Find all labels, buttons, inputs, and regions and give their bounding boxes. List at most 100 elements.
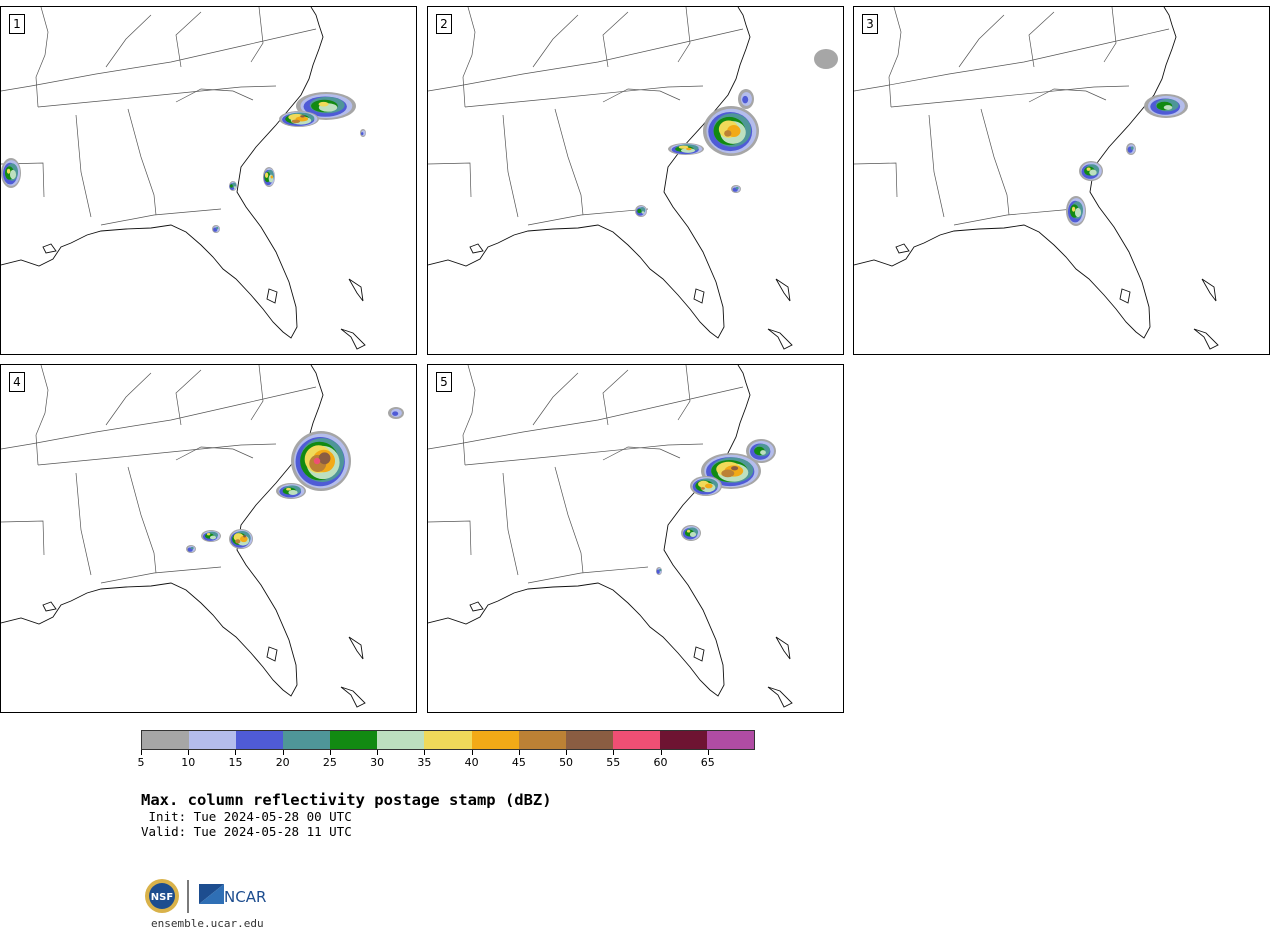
colorbar-swatch <box>189 731 237 749</box>
colorbar-tick-label: 60 <box>653 756 668 769</box>
colorbar-tick-label: 15 <box>228 756 243 769</box>
reflectivity-contour <box>1163 105 1173 110</box>
coastline <box>469 243 484 254</box>
reflectivity-contour <box>814 49 838 69</box>
colorbar-swatch <box>142 731 190 749</box>
colorbar-ticks: 5 10 15 20 25 30 35 40 45 50 55 60 65 <box>137 750 755 770</box>
coastline <box>767 328 793 350</box>
reflectivity-contour <box>704 483 713 489</box>
colorbar-tick-label: 30 <box>370 756 385 769</box>
state-border <box>1 28 317 92</box>
colorbar-tick-label: 25 <box>322 756 337 769</box>
map-5 <box>428 365 793 708</box>
state-border <box>602 11 629 68</box>
colorbar-tick-label: 50 <box>559 756 574 769</box>
map-panel-2: 2 <box>427 6 844 355</box>
state-border <box>462 7 476 108</box>
reflectivity-contour <box>1071 206 1076 212</box>
state-border <box>677 7 691 63</box>
colorbar-tick-label: 55 <box>606 756 621 769</box>
website-url: ensemble.ucar.edu <box>151 917 264 930</box>
colorbar-tick <box>471 750 473 755</box>
state-border <box>1103 7 1117 63</box>
state-border <box>75 472 92 576</box>
colorbar-tick-label: 10 <box>181 756 196 769</box>
reflectivity-contour <box>318 452 331 465</box>
colorbar-tick-label: 40 <box>464 756 479 769</box>
reflectivity-contour <box>216 226 219 230</box>
reflectivity-contour <box>1130 146 1134 150</box>
reflectivity-contour <box>680 148 696 153</box>
reflectivity-contour <box>240 535 248 543</box>
coastline <box>266 288 278 304</box>
colorbar-tick <box>329 750 331 755</box>
state-border <box>1 520 45 556</box>
coastline <box>348 636 364 660</box>
coastline <box>428 365 751 697</box>
state-border <box>105 372 152 426</box>
coastline <box>895 243 910 254</box>
coastline <box>42 243 57 254</box>
ncar-logo-text: NCAR <box>224 888 266 906</box>
reflectivity-contour <box>206 533 211 536</box>
state-border <box>890 85 1130 108</box>
coastline <box>340 328 366 350</box>
state-border <box>1 386 317 450</box>
reflectivity-contour <box>264 172 269 178</box>
map-panel-5: 5 <box>427 364 844 713</box>
coastline <box>775 636 791 660</box>
reflectivity-contour <box>731 466 739 471</box>
state-border <box>428 162 472 198</box>
reflectivity-colorbar <box>141 730 755 750</box>
coastline <box>42 601 57 612</box>
reflectivity-contour <box>641 211 645 214</box>
colorbar-tick <box>518 750 520 755</box>
panel-number: 3 <box>862 14 878 34</box>
colorbar-swatch <box>471 731 519 749</box>
state-border <box>602 88 681 103</box>
reflectivity-contour <box>209 535 217 540</box>
state-border <box>35 365 49 466</box>
reflectivity-contour <box>659 568 662 572</box>
colorbar-tick <box>235 750 237 755</box>
reflectivity-contour <box>721 469 735 478</box>
state-border <box>554 466 584 574</box>
panel-number: 1 <box>9 14 25 34</box>
colorbar-tick <box>707 750 709 755</box>
state-border <box>502 472 519 576</box>
reflectivity-contour <box>1074 207 1082 218</box>
reflectivity-contour <box>686 147 692 151</box>
reflectivity-contour <box>235 539 241 544</box>
reflectivity-contour <box>291 119 301 124</box>
colorbar-swatch <box>283 731 331 749</box>
map-1 <box>1 7 366 350</box>
coastline <box>775 278 791 302</box>
state-border <box>677 365 691 421</box>
colorbar-swatch <box>612 731 660 749</box>
colorbar-tick-label: 65 <box>700 756 715 769</box>
coastline <box>340 686 366 708</box>
nsf-logo: NSF <box>145 879 179 913</box>
reflectivity-contour <box>678 145 689 149</box>
reflectivity-contour <box>392 411 399 416</box>
state-border <box>1028 88 1107 103</box>
map-3 <box>854 7 1219 350</box>
state-border <box>100 566 222 584</box>
colorbar-tick <box>613 750 615 755</box>
state-border <box>502 114 519 218</box>
panel-number: 4 <box>9 372 25 392</box>
colorbar-tick-label: 35 <box>417 756 432 769</box>
reflectivity-contour <box>313 457 321 465</box>
state-border <box>958 14 1005 68</box>
coastline <box>1 365 324 697</box>
colorbar-tick-label: 5 <box>137 756 145 769</box>
state-border <box>175 88 254 103</box>
coastline <box>854 7 1177 339</box>
state-border <box>854 162 898 198</box>
reflectivity-contour <box>656 569 660 574</box>
state-border <box>37 85 277 108</box>
reflectivity-contour <box>318 101 329 107</box>
reflectivity-contour <box>243 535 247 538</box>
coastline <box>1 7 324 339</box>
state-border <box>250 365 264 421</box>
